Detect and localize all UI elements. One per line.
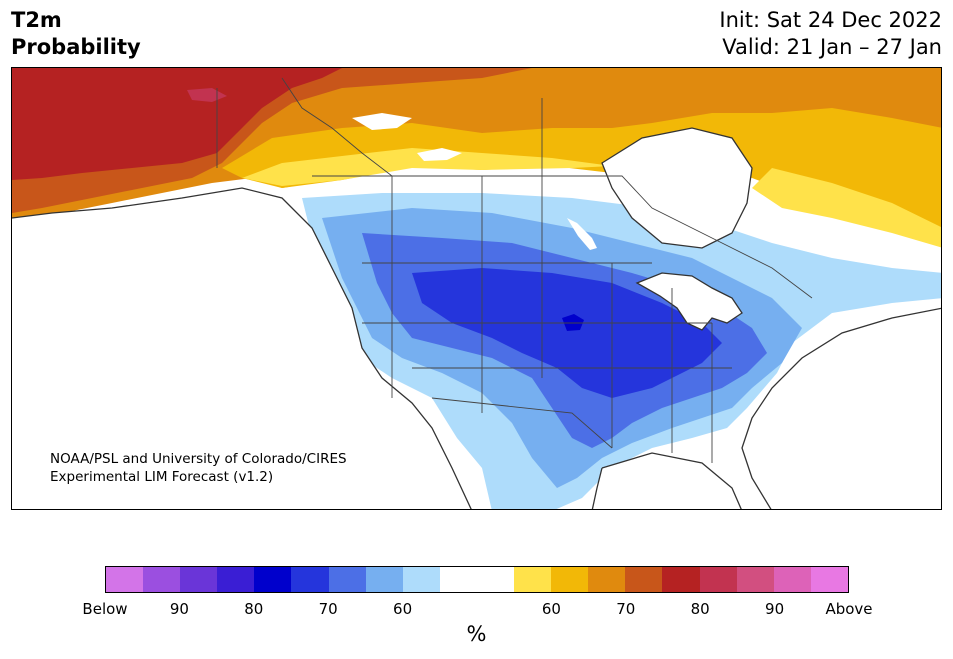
colorbar-tick-label: 60 [393,600,413,618]
colorbar-swatch [180,567,218,592]
hudson-bay [602,128,752,248]
colorbar-swatch [365,567,403,592]
colorbar-swatch [625,567,663,592]
colorbar-tick-label: 80 [690,600,710,618]
warm-region-yellow [222,108,941,243]
warm-region-light-yellow [242,148,941,248]
probability-colorbar [105,566,849,593]
colorbar-swatch [773,567,811,592]
map-title: T2m Probability [11,7,141,61]
colorbar-swatch [439,567,477,592]
great-bear-lake [352,113,412,130]
colorbar-swatch [106,567,144,592]
colorbar-tick-label: 80 [244,600,264,618]
forecast-dates: Init: Sat 24 Dec 2022 Valid: 21 Jan – 27… [719,7,942,61]
valid-range: Valid: 21 Jan – 27 Jan [722,35,942,59]
colorbar-swatch [328,567,366,592]
colorbar-swatch [143,567,181,592]
colorbar-swatch [402,567,440,592]
title-line-2: Probability [11,35,141,59]
colorbar-tick-label: 90 [765,600,785,618]
data-credit: NOAA/PSL and University of Colorado/CIRE… [50,450,347,486]
title-line-1: T2m [11,8,62,32]
political-borders [216,77,813,463]
colorbar-unit: % [466,622,487,646]
credit-line-2: Experimental LIM Forecast (v1.2) [50,469,274,485]
colorbar-swatch [662,567,700,592]
colorbar-swatch [291,567,329,592]
credit-line-1: NOAA/PSL and University of Colorado/CIRE… [50,451,347,467]
colorbar-swatch [254,567,292,592]
gulf-of-mexico [592,453,742,509]
probability-map [12,68,941,509]
colorbar-tick-label: 70 [616,600,636,618]
colorbar-swatch [551,567,589,592]
great-slave-lake [417,148,462,161]
colorbar-swatch [699,567,737,592]
warm-region-red [12,68,342,180]
colorbar-tick-label: Above [825,600,873,618]
cold-region-blue [412,268,722,398]
init-date: Init: Sat 24 Dec 2022 [719,8,942,32]
lake-winnipeg [567,218,597,250]
colorbar-swatch [588,567,626,592]
atlantic-ocean [742,308,941,509]
colorbar-tick-label: 60 [541,600,561,618]
colorbar-swatch [810,567,848,592]
pacific-ocean [12,188,472,509]
colorbar-swatch [476,567,515,592]
colorbar-tick-label: 70 [318,600,338,618]
colorbar-swatch [514,567,552,592]
colorbar-ticks: Below 90 80 70 60 60 70 80 90 Above [82,600,872,620]
colorbar-swatch [217,567,255,592]
colorbar-swatch [736,567,774,592]
coastlines [12,127,941,509]
colorbar-tick-label: 90 [169,600,189,618]
great-lakes [637,273,742,330]
map-panel: NOAA/PSL and University of Colorado/CIRE… [11,67,942,510]
cold-region-core [562,314,584,331]
colorbar-tick-label: Below [82,600,128,618]
